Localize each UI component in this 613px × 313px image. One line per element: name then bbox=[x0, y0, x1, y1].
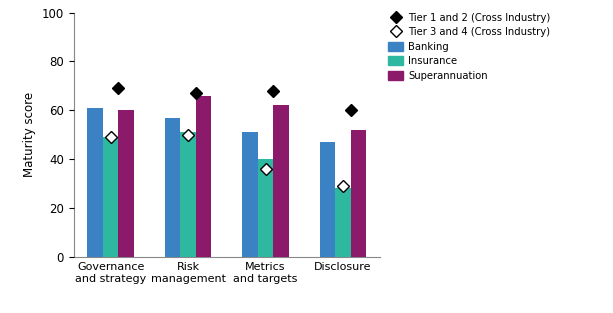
Bar bbox=[165, 117, 180, 257]
Bar bbox=[335, 188, 351, 257]
Bar bbox=[273, 105, 289, 257]
Bar bbox=[180, 132, 196, 257]
Bar bbox=[196, 95, 211, 257]
Legend: Tier 1 and 2 (Cross Industry), Tier 3 and 4 (Cross Industry), Banking, Insurance: Tier 1 and 2 (Cross Industry), Tier 3 an… bbox=[388, 13, 550, 81]
Bar bbox=[103, 137, 118, 257]
Bar bbox=[88, 108, 103, 257]
Bar bbox=[351, 130, 366, 257]
Y-axis label: Maturity score: Maturity score bbox=[23, 92, 36, 177]
Bar bbox=[118, 110, 134, 257]
Bar bbox=[242, 132, 258, 257]
Bar bbox=[258, 159, 273, 257]
Bar bbox=[320, 142, 335, 257]
